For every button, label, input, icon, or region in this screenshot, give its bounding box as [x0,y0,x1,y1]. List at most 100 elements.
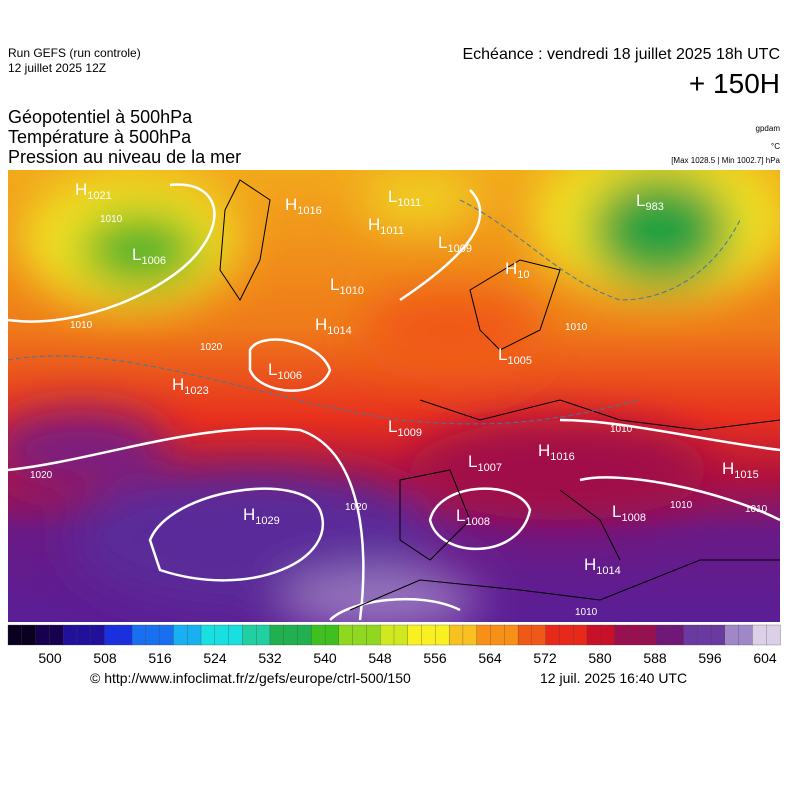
colorbar-cell [710,624,726,646]
pressure-center: L1009 [388,417,422,439]
center-value: 1016 [297,205,321,217]
center-value: 1011 [380,225,404,237]
colorbar-cell [752,624,767,646]
center-value: 1005 [507,355,531,367]
pressure-center: L1007 [468,452,502,474]
colorbar-tick: 580 [588,650,612,666]
colorbar-cell [49,624,64,646]
center-type: L [456,506,465,525]
colorbar-cell [173,624,188,646]
colorbar-cell [242,624,257,646]
isobar-label: 1010 [100,214,123,225]
colorbar-tick: 500 [38,650,62,666]
center-value: 10 [517,269,529,281]
pressure-center: L1006 [132,245,166,267]
colorbar-cell [145,624,161,646]
colorbar-cell [393,624,409,646]
colorbar-cell [545,624,561,646]
lead-time: + 150H [688,68,780,99]
unit: gpdam [755,124,780,133]
center-value: 1014 [327,325,351,337]
center-value: 1023 [184,385,208,397]
pressure-center: L1006 [268,360,302,382]
colorbar-cell [697,624,712,646]
colorbar-cell [228,624,244,646]
colorbar-tick: 532 [258,650,282,666]
colorbar-tick: 604 [753,650,777,666]
center-type: H [368,215,380,234]
colorbar-cell [517,624,533,646]
field: Température à 500hPa [8,127,192,147]
colorbar-cell [311,624,326,646]
colorbar-cell [462,624,478,646]
pressure-center: L1008 [612,502,646,524]
colorbar-cell [214,624,230,646]
pressure-center: H1021 [75,180,112,202]
pressure-center: H10 [505,259,530,281]
colorbar-cell [380,624,395,646]
echeance: Echéance : vendredi 18 juillet 2025 18h … [462,46,780,63]
pressure-center: H1011 [368,215,404,237]
colorbar-cell [614,624,630,646]
center-value: 1006 [277,370,301,382]
center-type: H [285,195,297,214]
colorbar-cell [366,624,381,646]
colorbar-cell [559,624,574,646]
colorbar-cell [255,624,271,646]
colorbar-cell [324,624,340,646]
colorbar-cell [683,624,698,646]
colorbar-cell [738,624,754,646]
colorbar-cell [421,624,437,646]
center-value: 1011 [397,197,421,209]
center-type: L [636,191,645,210]
colorbar-cell [724,624,740,646]
pressure-center: L1010 [330,275,364,297]
center-value: 1009 [397,427,421,439]
center-value: 1007 [477,462,501,474]
colorbar-cell [200,624,216,646]
center-type: H [722,459,734,478]
field: Pression au niveau de la mer [8,147,242,167]
center-type: L [388,417,397,436]
pressure-center: L1009 [438,233,472,255]
unit: °C [771,142,780,151]
footer-source: © http://www.infoclimat.fr/z/gefs/europe… [90,670,411,686]
pressure-center: H1016 [285,195,322,217]
pressure-center: L1011 [388,187,421,209]
colorbar-cell [159,624,175,646]
center-value: 1014 [596,565,620,577]
center-type: L [438,233,447,252]
colorbar-cell [655,624,671,646]
map: H1021L1006H1016L1011H1011L1009H10L1010H1… [7,170,781,666]
colorbar-tick: 508 [93,650,117,666]
colorbar-cell [669,624,685,646]
center-value: 1021 [87,190,111,202]
center-value: 983 [645,201,663,213]
colorbar-cell [7,624,23,646]
isobar-label: 1010 [575,607,598,618]
center-type: L [468,452,477,471]
center-value: 1016 [550,451,574,463]
pressure-center: L1005 [498,345,532,367]
colorbar-cell [338,624,354,646]
center-value: 1008 [465,516,489,528]
colorbar-cell [76,624,92,646]
colorbar-cell [641,624,657,646]
run-date: 12 juillet 2025 12Z [8,61,107,75]
run: Run GEFS (run controle) [8,46,141,60]
pressure-center: L1008 [456,506,490,528]
center-value: 1006 [141,255,165,267]
center-type: L [132,245,141,264]
colorbar-cell [504,624,519,646]
center-type: H [172,375,184,394]
isobar-label: 1010 [670,500,693,511]
colorbar-cell [586,624,602,646]
center-type: H [538,441,550,460]
colorbar-cell [283,624,299,646]
colorbar-cell [35,624,51,646]
footer-time: 12 juil. 2025 16:40 UTC [540,670,688,686]
center-type: H [505,259,517,278]
colorbar-cell [131,624,147,646]
colorbar-cell [628,624,643,646]
